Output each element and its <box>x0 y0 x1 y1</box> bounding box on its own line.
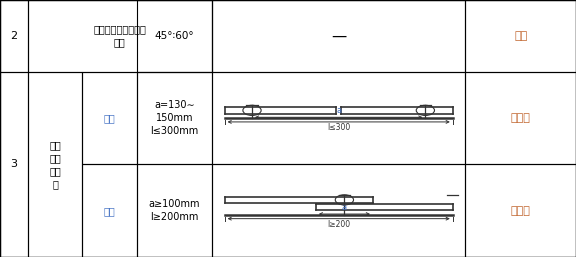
Bar <box>28 0 212 72</box>
Text: l≥200: l≥200 <box>327 219 350 228</box>
Bar <box>465 0 576 72</box>
Text: 2: 2 <box>10 31 17 41</box>
Text: l≤300: l≤300 <box>327 123 350 132</box>
Text: 角尺: 角尺 <box>514 31 528 41</box>
Text: a≥100mm
l≥200mm: a≥100mm l≥200mm <box>149 199 200 222</box>
Text: a: a <box>336 106 341 115</box>
Bar <box>28 72 82 257</box>
Text: 钢卷尺: 钢卷尺 <box>511 113 530 123</box>
Text: a=130∼
150mm
l≤300mm: a=130∼ 150mm l≤300mm <box>150 100 199 136</box>
Bar <box>465 72 576 164</box>
Bar <box>137 0 212 72</box>
Text: 剪刀撑斜杆与地面的
倾角: 剪刀撑斜杆与地面的 倾角 <box>93 24 146 48</box>
Text: 45°∶60°: 45°∶60° <box>155 31 194 41</box>
Bar <box>0 0 28 72</box>
Bar <box>137 164 212 257</box>
Text: 钢卷尺: 钢卷尺 <box>511 206 530 216</box>
Text: 对接: 对接 <box>104 113 116 123</box>
Text: —: — <box>331 29 346 43</box>
Bar <box>0 72 28 257</box>
Text: a: a <box>342 203 347 212</box>
Bar <box>82 164 137 257</box>
Text: 3: 3 <box>10 160 17 169</box>
Bar <box>465 164 576 257</box>
Bar <box>82 72 137 164</box>
Bar <box>212 164 465 257</box>
Bar <box>212 72 465 164</box>
Bar <box>212 0 465 72</box>
Bar <box>137 72 212 164</box>
Text: 搭接: 搭接 <box>104 206 116 216</box>
Text: 脚手
板外
伸长
度: 脚手 板外 伸长 度 <box>49 140 61 189</box>
